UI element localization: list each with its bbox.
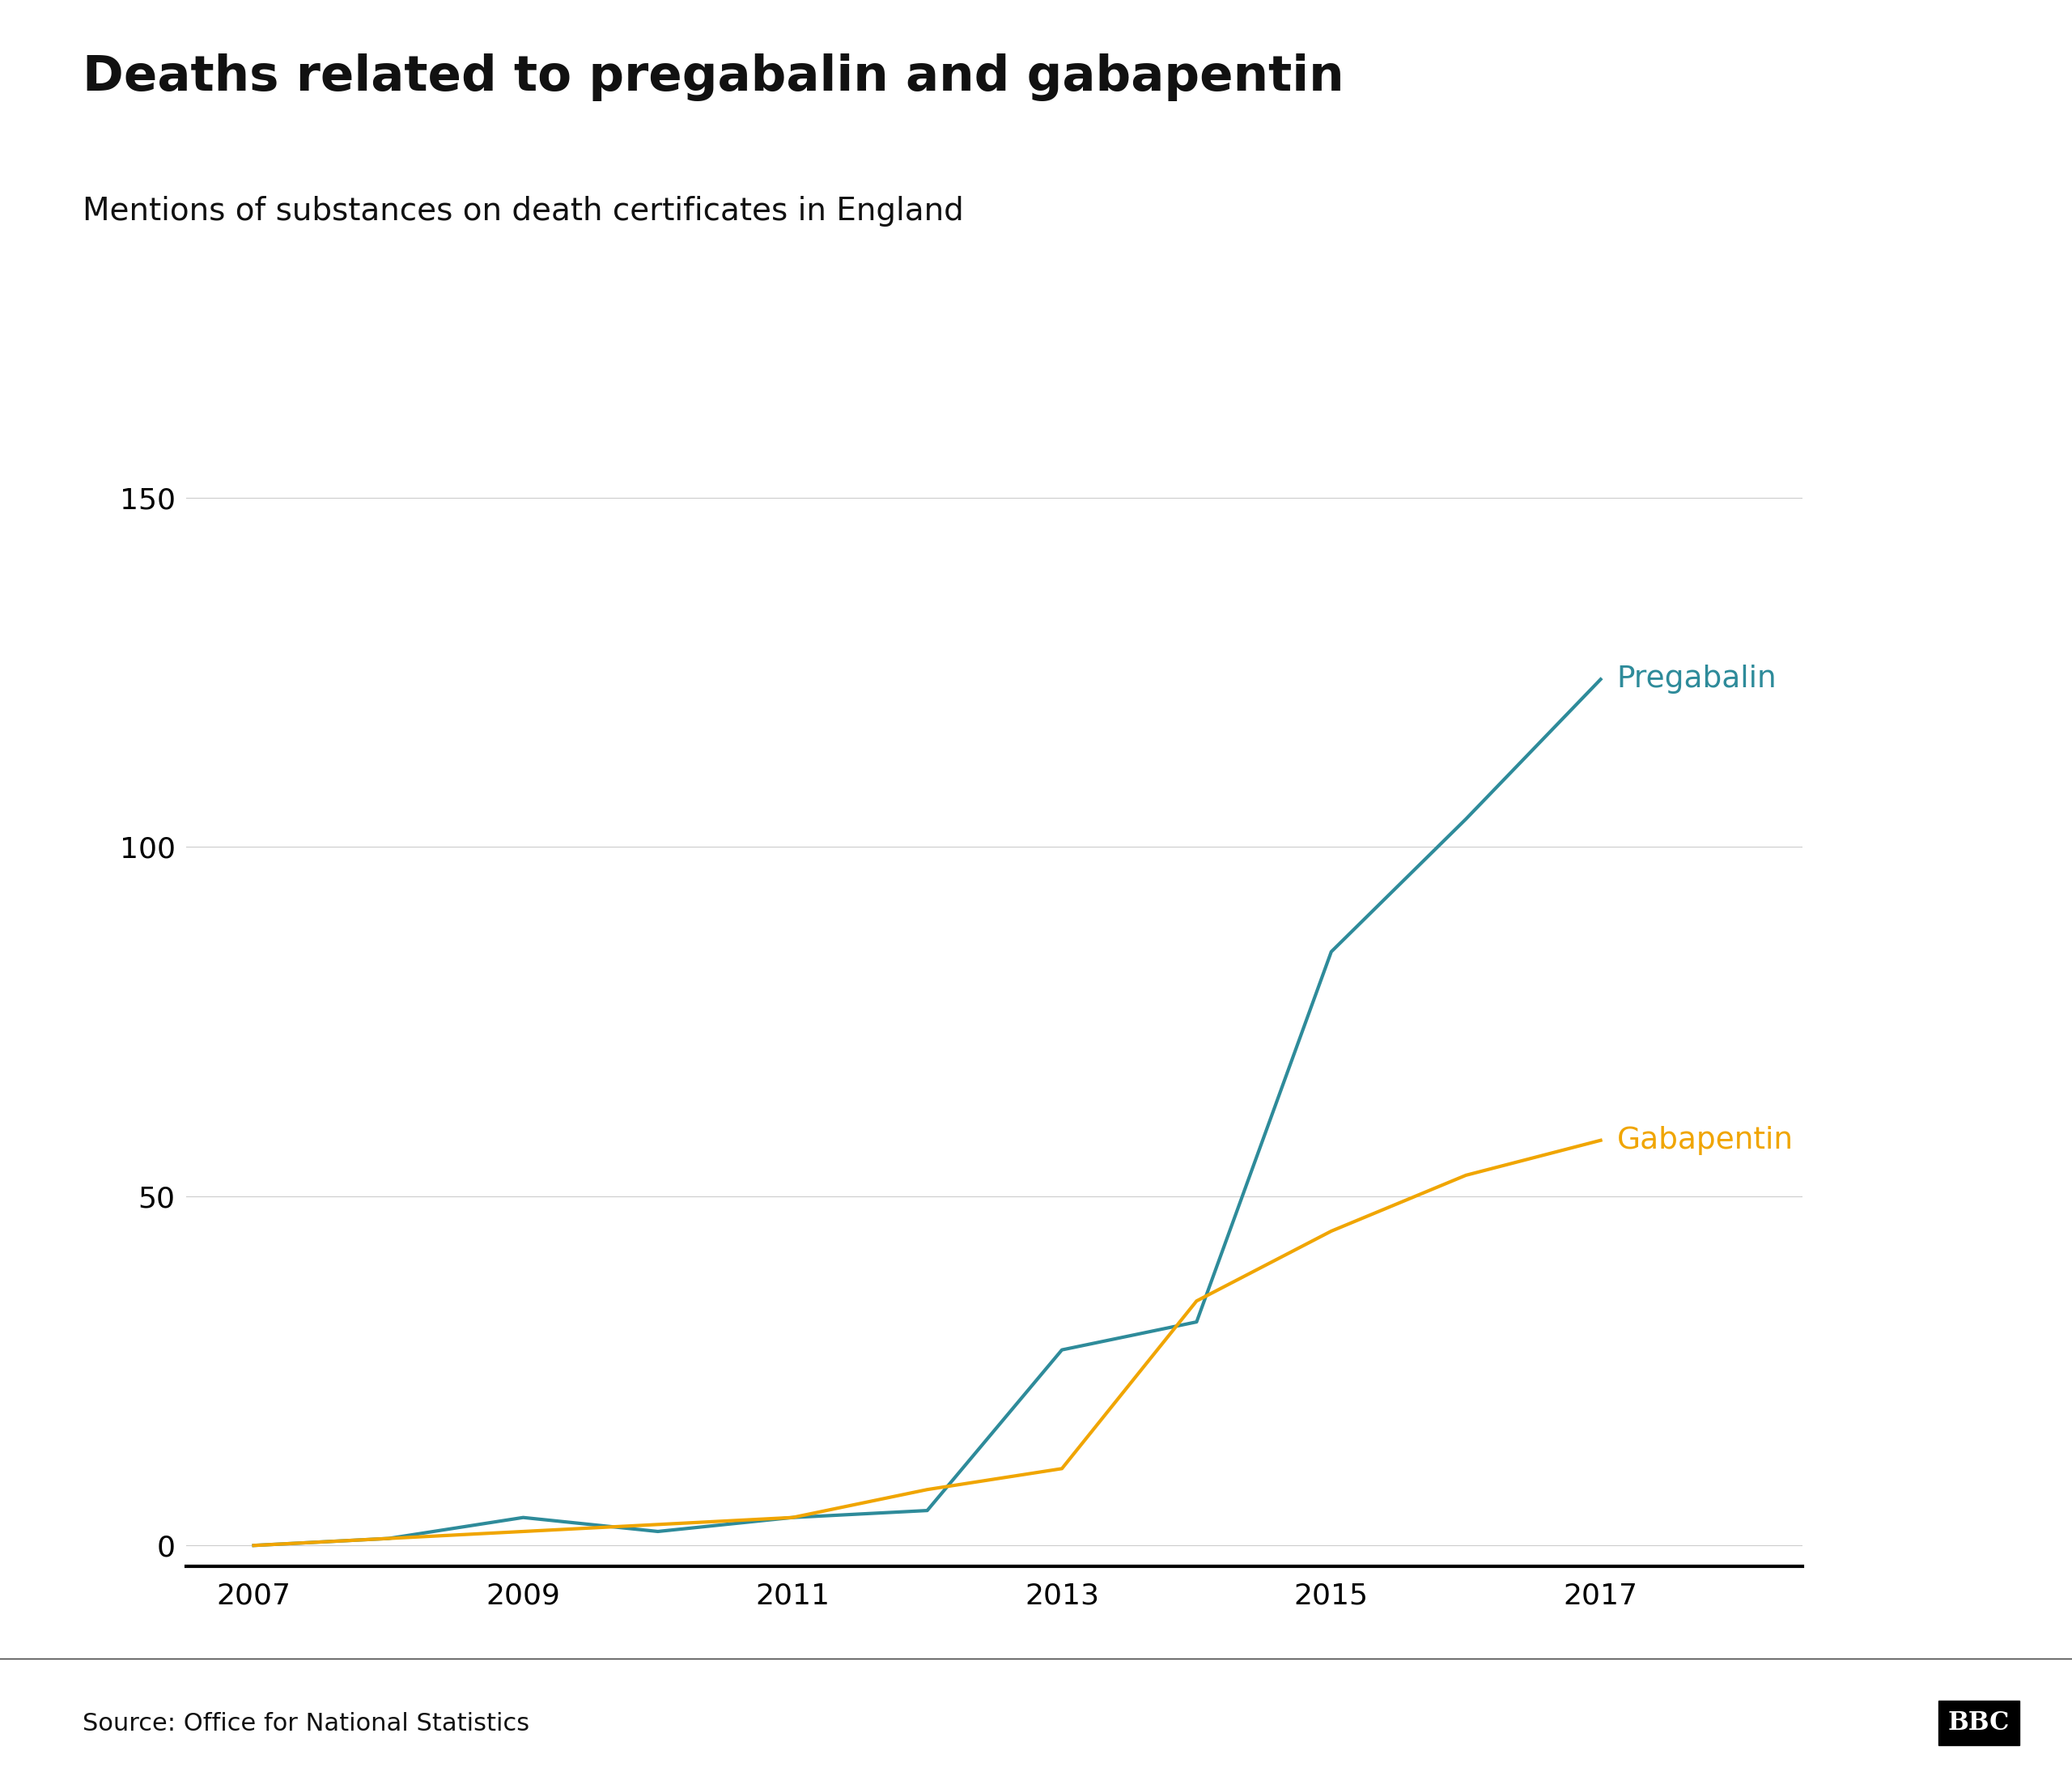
Text: BBC: BBC (1948, 1711, 2010, 1736)
Text: Gabapentin: Gabapentin (1616, 1125, 1792, 1155)
Text: Mentions of substances on death certificates in England: Mentions of substances on death certific… (83, 196, 963, 226)
Text: Pregabalin: Pregabalin (1616, 664, 1776, 694)
Text: Source: Office for National Statistics: Source: Office for National Statistics (83, 1712, 530, 1736)
Text: Deaths related to pregabalin and gabapentin: Deaths related to pregabalin and gabapen… (83, 53, 1345, 101)
